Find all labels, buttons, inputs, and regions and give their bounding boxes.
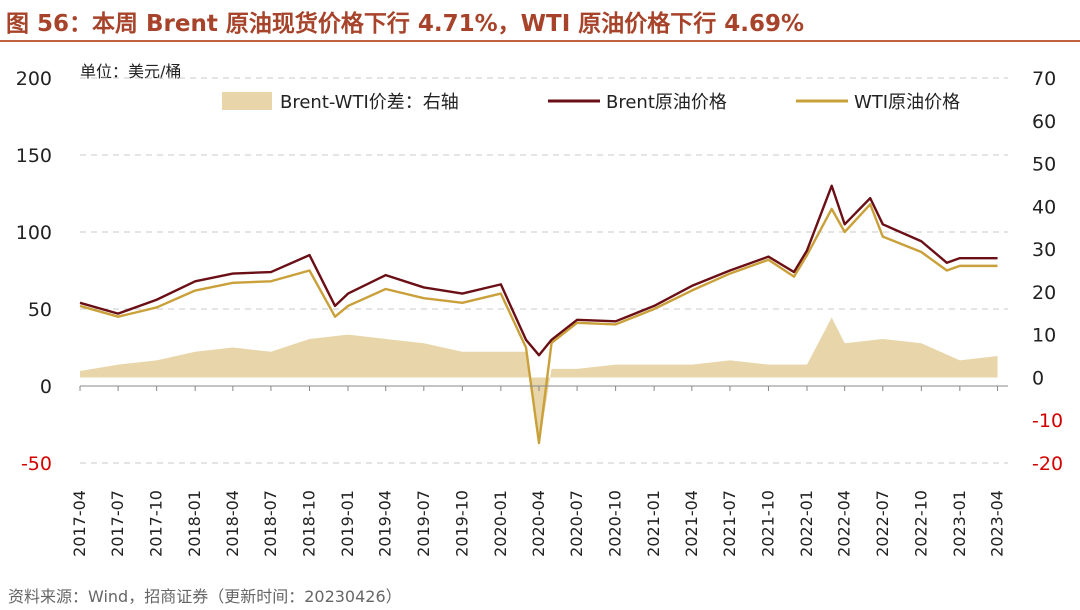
right-tick-label: 70	[1032, 68, 1056, 90]
x-tick-label: 2021-10	[758, 490, 777, 557]
right-tick-label: -20	[1032, 453, 1063, 475]
x-tick-label: 2020-01	[491, 490, 510, 557]
x-tick-label: 2020-04	[529, 490, 548, 557]
right-tick-label: 20	[1032, 282, 1056, 304]
source-note: 资料来源：Wind，招商证券（更新时间：20230426）	[8, 587, 402, 606]
x-tick-label: 2022-10	[911, 490, 930, 557]
x-tick-label: 2020-10	[606, 490, 625, 557]
spread-area-layer	[79, 317, 998, 446]
x-tick-label: 2019-07	[414, 490, 433, 557]
x-tick-label: 2019-04	[376, 490, 395, 557]
right-axis-ticks: 70 60 50 40 30 20 10 0 -10 -20	[1032, 68, 1063, 475]
x-axis: 2017-04 2017-07 2017-10 2018-01 2018-04 2018-…	[70, 385, 1008, 557]
legend-label-brent: Brent原油价格	[606, 92, 727, 113]
wti-line-layer	[79, 203, 998, 445]
right-tick-label: 40	[1032, 196, 1056, 218]
left-tick-label: 50	[28, 299, 52, 321]
legend: Brent-WTI价差：右轴 Brent原油价格 WTI原油价格	[222, 92, 960, 113]
page-title: 图 56：本周 Brent 原油现货价格下行 4.71%，WTI 原油价格下行 …	[6, 11, 805, 37]
x-tick-label: 2018-10	[299, 490, 318, 557]
x-tick-label: 2021-04	[682, 490, 701, 557]
right-tick-label: 0	[1032, 367, 1044, 389]
x-tick-label: 2021-07	[720, 490, 739, 557]
right-tick-label: 30	[1032, 239, 1056, 261]
title-divider	[0, 40, 1080, 42]
right-tick-label: 60	[1032, 111, 1056, 133]
x-tick-label: 2017-07	[108, 490, 127, 557]
x-tick-label: 2017-04	[70, 490, 89, 557]
left-tick-label: 100	[16, 222, 52, 244]
left-tick-label: 200	[16, 68, 52, 90]
x-tick-label: 2018-04	[223, 490, 242, 557]
x-tick-label: 2021-01	[644, 490, 663, 557]
x-tick-label: 2022-07	[873, 490, 892, 557]
left-tick-label: 0	[40, 376, 52, 398]
x-tick-label: 2020-07	[567, 490, 586, 557]
wti-line	[79, 203, 998, 445]
x-tick-label: 2018-01	[185, 490, 204, 557]
legend-label-wti: WTI原油价格	[854, 92, 960, 113]
x-tick-label: 2018-07	[261, 490, 280, 557]
unit-label: 单位：美元/桶	[80, 62, 182, 81]
legend-swatch-spread	[222, 92, 272, 110]
legend-label-spread: Brent-WTI价差：右轴	[280, 92, 459, 113]
spread-area	[80, 317, 998, 446]
brent-line-layer	[79, 184, 998, 357]
x-tick-label: 2017-10	[147, 490, 166, 557]
right-tick-label: 50	[1032, 154, 1056, 176]
brent-line	[79, 184, 998, 357]
x-tick-label: 2022-01	[797, 490, 816, 557]
x-tick-label: 2019-10	[452, 490, 471, 557]
left-tick-label: 150	[16, 145, 52, 167]
x-tick-label: 2023-01	[950, 490, 969, 557]
x-tick-label: 2022-04	[835, 490, 854, 557]
right-tick-label: 10	[1032, 325, 1056, 347]
left-axis-ticks: 200 150 100 50 0 -50	[16, 68, 52, 475]
left-tick-label: -50	[21, 453, 52, 475]
x-tick-label: 2019-01	[338, 490, 357, 557]
x-tick-label: 2023-04	[988, 490, 1007, 557]
right-tick-label: -10	[1032, 410, 1063, 432]
